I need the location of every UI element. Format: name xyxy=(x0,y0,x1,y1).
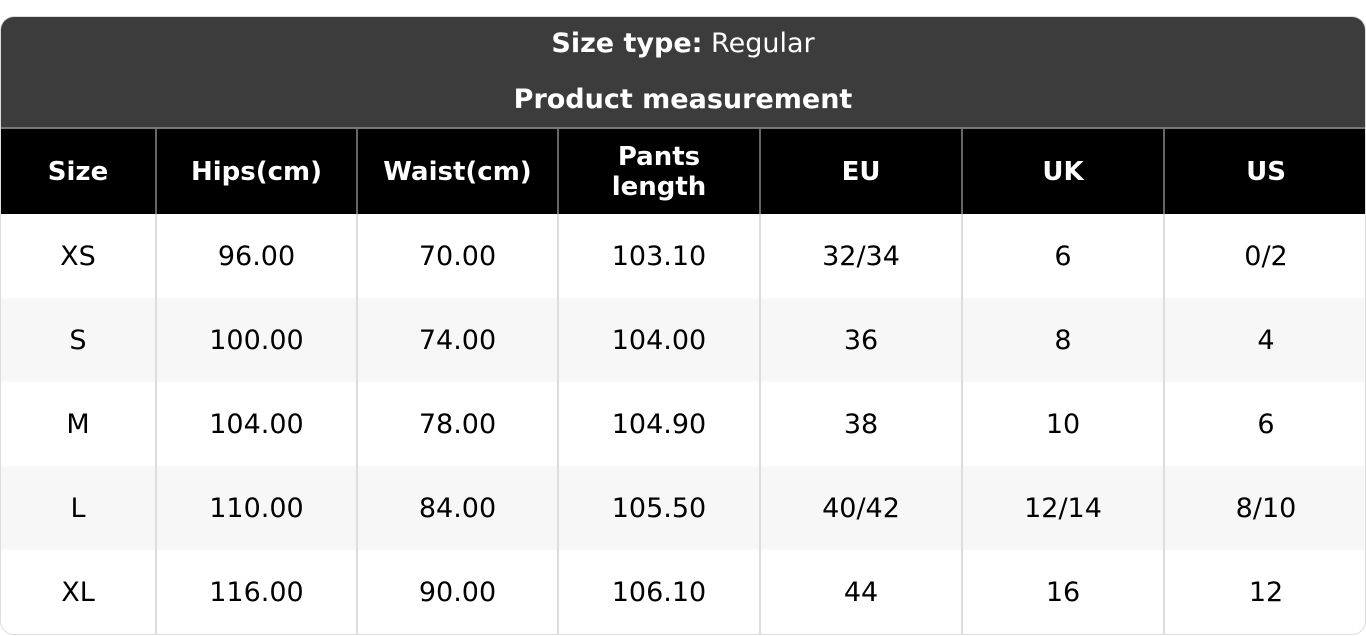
table-cell: 6 xyxy=(1163,382,1365,466)
table-cell: S xyxy=(1,298,156,382)
table-row: XS 96.00 70.00 103.10 32/34 6 0/2 xyxy=(1,214,1365,298)
table-cell: 74.00 xyxy=(356,298,558,382)
table-cell: 103.10 xyxy=(557,214,760,298)
table-cell: 38 xyxy=(759,382,962,466)
table-cell: 16 xyxy=(961,550,1164,634)
table-cell: L xyxy=(1,466,156,550)
table-cell: 8 xyxy=(961,298,1164,382)
column-header: Size xyxy=(1,129,156,214)
table-row: L 110.00 84.00 105.50 40/42 12/14 8/10 xyxy=(1,466,1365,550)
table-cell: 32/34 xyxy=(759,214,962,298)
size-type: Size type: Regular xyxy=(1,17,1365,61)
column-header: US xyxy=(1163,129,1365,214)
table-cell: 104.00 xyxy=(557,298,760,382)
table-cell: 6 xyxy=(961,214,1164,298)
table-cell: M xyxy=(66,408,90,440)
column-header: EU xyxy=(759,129,962,214)
table-cell: 78.00 xyxy=(356,382,558,466)
table-cell: 12 xyxy=(1163,550,1365,634)
table-cell: 84.00 xyxy=(356,466,558,550)
table-row: S 100.00 74.00 104.00 36 8 4 xyxy=(1,298,1365,382)
column-header: Hips(cm) xyxy=(155,129,357,214)
table-cell: 0/2 xyxy=(1163,214,1365,298)
table-row: XL 116.00 90.00 106.10 44 16 12 xyxy=(1,550,1365,634)
table-cell: 40/42 xyxy=(759,466,962,550)
header-row: Size Hips(cm) Waist(cm) Pants length EU UK US xyxy=(1,129,1365,214)
table-cell: 70.00 xyxy=(356,214,558,298)
table-cell: 104.90 xyxy=(557,382,760,466)
measurement-table: Size Hips(cm) Waist(cm) Pants length EU UK US … xyxy=(1,129,1365,634)
table-cell: 100.00 xyxy=(155,298,357,382)
column-header: Pants length xyxy=(557,129,760,214)
table-cell: 36 xyxy=(759,298,962,382)
table-cell: 90.00 xyxy=(356,550,558,634)
table-cell: 116.00 xyxy=(155,550,357,634)
table-cell: 10 xyxy=(961,382,1164,466)
table-cell: 106.10 xyxy=(557,550,760,634)
table-cell: 4 xyxy=(1163,298,1365,382)
table-cell: 104.00 xyxy=(155,382,357,466)
table-cell: 44 xyxy=(759,550,962,634)
table-cell: 12/14 xyxy=(961,466,1164,550)
table-cell: XL xyxy=(61,576,95,608)
table-subtitle: Product measurement xyxy=(513,84,853,115)
size-type-value: Regular xyxy=(711,28,815,59)
column-header: Waist(cm) xyxy=(356,129,558,214)
table-cell: XS xyxy=(60,240,96,272)
size-chart: Size type: Regular Product measurement S… xyxy=(0,16,1366,635)
table-cell: 110.00 xyxy=(155,466,357,550)
table-cell: 96.00 xyxy=(155,214,357,298)
size-chart-header: Size type: Regular Product measurement xyxy=(1,17,1365,129)
table-cell: 8/10 xyxy=(1163,466,1365,550)
table-row: M 104.00 78.00 104.90 38 10 6 xyxy=(1,382,1365,466)
table-cell: 105.50 xyxy=(557,466,760,550)
size-type-label: Size type: xyxy=(551,28,703,59)
column-header: UK xyxy=(961,129,1164,214)
